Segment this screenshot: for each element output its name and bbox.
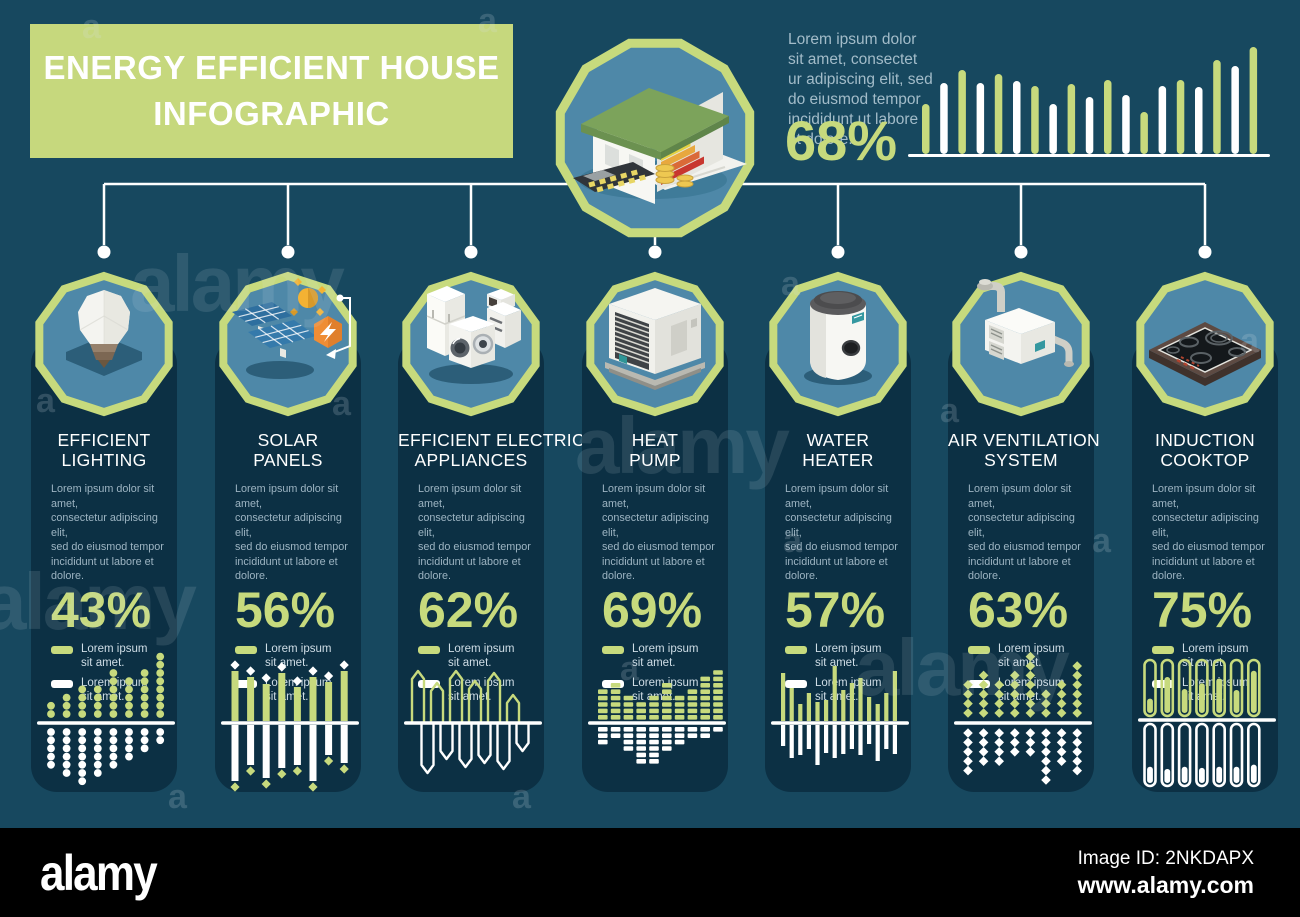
image-id: Image ID: 2NKDAPX <box>1077 847 1254 869</box>
legend-swatch-white <box>418 679 440 688</box>
category-percent: 69% <box>602 581 703 638</box>
overview-bar-chart <box>908 47 1270 157</box>
alamy-logo: alamy <box>40 844 158 901</box>
category-percent: 63% <box>968 581 1069 638</box>
diamond-columns-chart <box>954 651 1092 785</box>
legend-swatch-green <box>235 645 257 654</box>
category-description: Lorem ipsum dolor sit amet, consectetur … <box>785 483 898 582</box>
legend-swatch-green <box>785 645 807 654</box>
category-title: EFFICIENT LIGHTING <box>57 430 151 470</box>
title-banner: ENERGY EFFICIENT HOUSE INFOGRAPHIC <box>30 24 513 158</box>
watermark: a <box>168 778 187 816</box>
category-panel-solar-panels: SOLAR PANELS Lorem ipsum dolor sit amet,… <box>215 271 361 792</box>
light-bulb-icon <box>35 271 173 417</box>
legend-swatch-white <box>785 679 807 688</box>
induction-cooktop-icon <box>1136 271 1274 417</box>
legend-swatch-white <box>51 679 73 688</box>
category-title: EFFICIENT ELECTRIC APPLIANCES <box>398 430 585 470</box>
heat-pump-icon <box>586 271 724 417</box>
legend-swatch-green <box>602 645 624 654</box>
electric-appliances-icon <box>402 271 540 417</box>
summary-description: Lorem ipsum dolor sit amet, consectet ur… <box>788 31 933 148</box>
legend-swatch-green <box>418 645 440 654</box>
legend: Lorem ipsum sit amet. Lorem ipsum sit am… <box>51 642 177 704</box>
loop-line-chart <box>404 669 542 775</box>
footer-bar: alamy Image ID: 2NKDAPX www.alamy.com <box>0 828 1300 917</box>
category-panel-efficient-lighting: EFFICIENT LIGHTING Lorem ipsum dolor sit… <box>31 271 177 792</box>
legend-swatch-green <box>968 645 990 654</box>
water-heater-icon <box>769 271 907 417</box>
solar-panels-icon <box>219 271 357 417</box>
category-percent: 43% <box>51 581 152 638</box>
category-panel-electric-appliances: EFFICIENT ELECTRIC APPLIANCES Lorem ipsu… <box>398 271 585 792</box>
category-description: Lorem ipsum dolor sit amet, consectetur … <box>235 483 348 582</box>
legend-swatch-green <box>51 645 73 654</box>
dot-columns-chart <box>37 652 175 786</box>
house-energy-badge-icon <box>555 38 755 238</box>
watermark: a <box>1092 522 1111 560</box>
category-description: Lorem ipsum dolor sit amet, consectetur … <box>602 483 715 582</box>
title-line-2: INFOGRAPHIC <box>153 95 390 132</box>
air-ventilation-icon <box>952 271 1090 417</box>
title-line-1: ENERGY EFFICIENT HOUSE <box>43 49 500 86</box>
category-percent: 75% <box>1152 581 1253 638</box>
category-panel-air-ventilation: AIR VENTILATION SYSTEM Lorem ipsum dolor… <box>948 271 1100 792</box>
category-title: HEAT PUMP <box>629 430 681 470</box>
alamy-url: www.alamy.com <box>1077 871 1254 898</box>
legend-swatch-green <box>1152 645 1174 654</box>
category-description: Lorem ipsum dolor sit amet, consectetur … <box>968 483 1081 582</box>
tubes-chart <box>1138 658 1276 788</box>
category-description: Lorem ipsum dolor sit amet, consectetur … <box>418 483 531 582</box>
category-title: AIR VENTILATION SYSTEM <box>948 430 1100 470</box>
category-percent: 56% <box>235 581 336 638</box>
legend-swatch-white <box>235 679 257 688</box>
category-description: Lorem ipsum dolor sit amet, consectetur … <box>51 483 164 582</box>
category-panel-heat-pump: HEAT PUMP Lorem ipsum dolor sit amet, co… <box>582 271 728 792</box>
summary-percent: 68% <box>785 109 898 172</box>
category-title: SOLAR PANELS <box>253 430 323 470</box>
category-percent: 62% <box>418 581 519 638</box>
category-description: Lorem ipsum dolor sit amet, consectetur … <box>1152 483 1265 582</box>
category-title: INDUCTION COOKTOP <box>1155 430 1255 470</box>
category-panel-induction-cooktop: INDUCTION COOKTOP Lorem ipsum dolor sit … <box>1132 271 1278 792</box>
category-title: WATER HEATER <box>802 430 874 470</box>
category-panel-water-heater: WATER HEATER Lorem ipsum dolor sit amet,… <box>765 271 911 792</box>
segment-columns-chart <box>588 670 726 764</box>
legend-swatch-white <box>968 679 990 688</box>
category-percent: 57% <box>785 581 886 638</box>
bar-diamond-chart <box>221 660 359 792</box>
thin-bars-chart <box>771 666 909 765</box>
